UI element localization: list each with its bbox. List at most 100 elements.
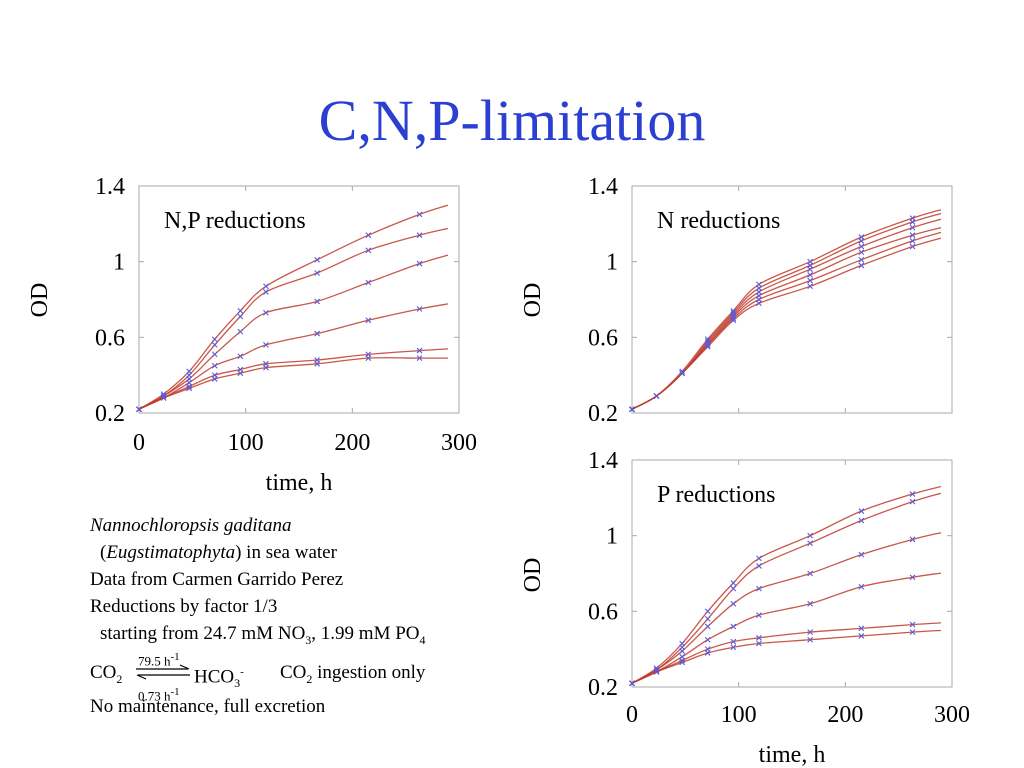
data-point — [858, 262, 865, 269]
phylum-name: Eugstimatophyta — [106, 542, 236, 563]
data-point-mark — [807, 636, 814, 643]
data-point-mark — [858, 256, 865, 263]
series-line-4 — [631, 226, 942, 410]
data-point — [858, 508, 865, 514]
data-point — [237, 353, 244, 360]
data-point-mark — [211, 362, 218, 369]
data-point — [314, 270, 321, 276]
data-point — [160, 394, 167, 401]
data-point — [858, 517, 865, 524]
data-point — [909, 219, 916, 225]
data-point — [416, 306, 423, 312]
data-point-mark — [263, 309, 269, 316]
data-point — [263, 364, 269, 371]
data-point — [629, 406, 635, 413]
data-point-mark — [756, 640, 762, 647]
series-line-2 — [138, 227, 449, 410]
data-point — [679, 648, 686, 654]
series-line-1 — [631, 209, 942, 410]
data-point-mark — [237, 370, 244, 377]
data-point-mark — [314, 270, 321, 276]
data-point — [314, 298, 321, 305]
data-point-mark — [679, 368, 686, 375]
start-mid: , 1.99 mM PO — [311, 623, 420, 644]
data-point — [909, 232, 916, 239]
data-point-mark — [263, 283, 269, 290]
chart-panel-2: 0.2 0.6 1 1.4 OD N reductions — [520, 174, 953, 427]
series-line-6 — [631, 629, 942, 684]
reaction-equation: 79.5 h-1 CO2 HCO3- CO2 ingestion only 0.… — [90, 647, 426, 703]
data-point — [314, 330, 321, 337]
data-point — [730, 644, 737, 651]
data-point-mark — [263, 364, 269, 371]
series-line-1 — [631, 485, 942, 684]
x-tick-label: 100 — [721, 702, 757, 728]
notes-block: Nannochloropsis gaditana (Eugstimatophyt… — [90, 512, 426, 720]
data-point-mark — [858, 517, 865, 524]
co2-ingestion-note: CO2 ingestion only — [280, 662, 426, 686]
data-point-mark — [909, 629, 916, 636]
series-line-1 — [138, 204, 449, 410]
data-point — [730, 580, 737, 586]
data-point — [756, 585, 762, 592]
data-point-mark — [704, 616, 711, 622]
data-point — [756, 612, 762, 619]
data-point-mark — [211, 376, 218, 382]
y-tick-label: 0.6 — [588, 325, 618, 351]
data-point — [629, 680, 635, 687]
data-point — [704, 636, 711, 643]
data-point — [263, 289, 269, 295]
data-point-mark — [730, 644, 737, 651]
data-point — [807, 600, 814, 607]
data-point-mark — [807, 283, 814, 290]
data-point — [730, 317, 737, 324]
data-point — [314, 360, 321, 367]
data-point — [704, 342, 711, 348]
y-axis-label: OD — [27, 283, 53, 318]
data-point — [756, 634, 762, 641]
data-point-mark — [909, 243, 916, 250]
y-tick-label: 0.2 — [588, 401, 618, 427]
data-point-mark — [756, 634, 762, 641]
data-point-mark — [807, 570, 814, 577]
co2-reactant: CO2 — [90, 662, 123, 686]
equilibrium-arrows-icon — [136, 664, 190, 680]
x-tick-label: 100 — [228, 430, 264, 456]
data-point-mark — [730, 315, 737, 322]
data-point — [314, 256, 321, 263]
data-point — [237, 328, 244, 335]
data-point — [909, 536, 916, 543]
data-point-mark — [704, 343, 711, 350]
data-point-mark — [858, 551, 865, 558]
data-point-mark — [211, 342, 218, 348]
data-point-mark — [679, 370, 686, 377]
data-source: Data from Carmen Garrido Perez — [90, 569, 344, 590]
data-point-mark — [807, 272, 814, 278]
data-point — [909, 574, 916, 581]
phylum-close: ) in sea water — [235, 542, 337, 563]
data-point — [416, 232, 423, 239]
plot-frame — [138, 185, 460, 414]
data-point-mark — [314, 360, 321, 367]
data-point-mark — [365, 247, 372, 254]
data-point-mark — [730, 623, 737, 630]
y-tick-label: 1 — [113, 250, 125, 276]
data-point — [237, 313, 244, 320]
data-point-mark — [730, 585, 737, 592]
data-point — [858, 237, 865, 244]
y-tick-label: 1 — [606, 524, 618, 550]
rate-backward: 0.73 h-1 — [138, 686, 180, 704]
x-tick-label: 300 — [934, 702, 970, 728]
data-point — [858, 243, 865, 250]
data-point-mark — [136, 406, 142, 413]
x-tick-label: 0 — [133, 430, 145, 456]
data-point — [679, 659, 686, 666]
data-point — [211, 336, 218, 343]
data-point-mark — [807, 629, 814, 636]
data-point-mark — [909, 237, 916, 244]
data-point-mark — [416, 211, 423, 218]
data-point-mark — [858, 625, 865, 632]
data-point-mark — [365, 232, 372, 239]
data-point — [704, 608, 711, 615]
